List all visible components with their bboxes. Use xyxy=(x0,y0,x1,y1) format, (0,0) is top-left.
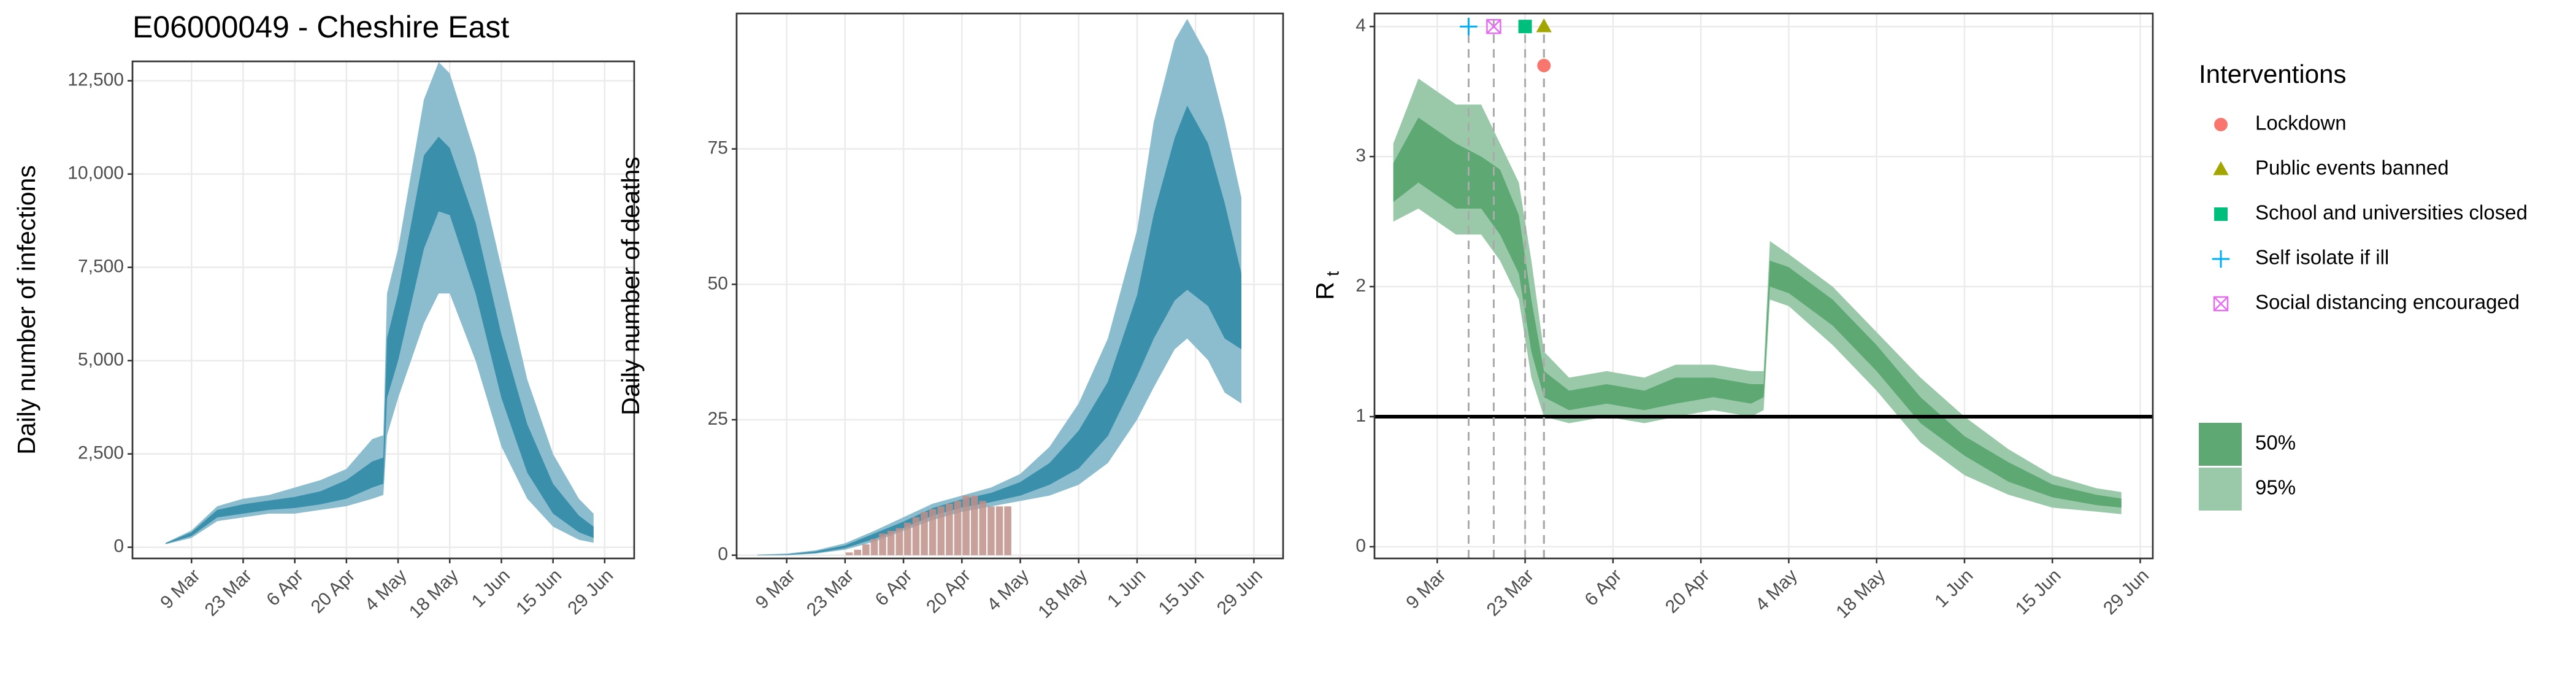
observed-bar xyxy=(845,552,853,555)
observed-bar xyxy=(979,501,987,555)
y-tick-label: 1 xyxy=(1355,406,1366,426)
y-tick-label: 12,500 xyxy=(67,70,124,90)
observed-bar xyxy=(912,517,920,555)
legend-key xyxy=(2214,207,2228,221)
y-tick-label: 50 xyxy=(708,273,728,293)
observed-bar xyxy=(995,506,1003,555)
observed-bar xyxy=(862,544,870,555)
legend-title: Interventions xyxy=(2199,60,2346,88)
legend-key xyxy=(2199,423,2242,466)
y-tick-label: 25 xyxy=(708,409,728,429)
observed-bar xyxy=(1004,506,1011,555)
observed-bar xyxy=(954,501,962,555)
marker xyxy=(1536,18,1552,33)
y-axis-title: R xyxy=(1311,282,1339,300)
y-tick-label: 7,500 xyxy=(78,257,124,277)
y-tick-label: 3 xyxy=(1355,145,1366,166)
legend-key xyxy=(2214,118,2228,131)
observed-bar xyxy=(970,495,978,555)
observed-bar xyxy=(879,533,886,555)
y-axis-title: Daily number of deaths xyxy=(616,156,645,415)
observed-bar xyxy=(904,522,911,555)
panel-border xyxy=(1373,12,2154,560)
y-axis-title: Daily number of infections xyxy=(12,165,40,455)
legend-key xyxy=(2212,250,2230,268)
panel-border xyxy=(735,12,1284,560)
y-tick-label: 2,500 xyxy=(78,443,124,463)
observed-bar xyxy=(937,506,945,555)
observed-bar xyxy=(854,549,862,555)
y-tick-label: 2 xyxy=(1355,276,1366,296)
observed-bar xyxy=(887,530,895,555)
chart-title: E06000049 - Cheshire East xyxy=(132,10,509,44)
legend-key xyxy=(2213,296,2229,312)
credible-band xyxy=(166,136,594,544)
y-tick-label: 75 xyxy=(708,138,728,158)
y-tick-label: 10,000 xyxy=(67,163,124,183)
credible-band xyxy=(757,106,1241,555)
y-tick-label: 5,000 xyxy=(78,350,124,370)
observed-bar xyxy=(987,506,995,555)
legend-key xyxy=(2199,468,2242,511)
observed-bar xyxy=(921,512,928,555)
marker xyxy=(1518,20,1532,34)
y-tick-label: 4 xyxy=(1355,15,1366,36)
observed-bar xyxy=(962,495,970,555)
legend-label: Self isolate if ill xyxy=(2255,246,2389,269)
y-tick-label: 0 xyxy=(1355,536,1366,556)
y-tick-label: 0 xyxy=(113,536,124,557)
marker xyxy=(1486,18,1501,34)
legend-label: 95% xyxy=(2255,476,2296,499)
marker xyxy=(1460,17,1478,36)
credible-band xyxy=(757,18,1241,555)
y-tick-label: 0 xyxy=(718,544,728,565)
observed-bar xyxy=(895,528,903,555)
observed-bar xyxy=(870,539,878,555)
legend-label: School and universities closed xyxy=(2255,201,2528,224)
legend-label: 50% xyxy=(2255,431,2296,454)
observed-bar xyxy=(929,509,937,555)
credible-band xyxy=(1393,117,2122,508)
y-axis-subscript: t xyxy=(1324,271,1343,276)
legend-label: Public events banned xyxy=(2255,156,2449,179)
observed-bar xyxy=(946,503,953,555)
legend-label: Social distancing encouraged xyxy=(2255,291,2520,314)
legend-label: Lockdown xyxy=(2255,112,2347,134)
panel-border xyxy=(131,60,635,560)
marker xyxy=(1537,58,1551,72)
legend-key xyxy=(2213,161,2229,176)
